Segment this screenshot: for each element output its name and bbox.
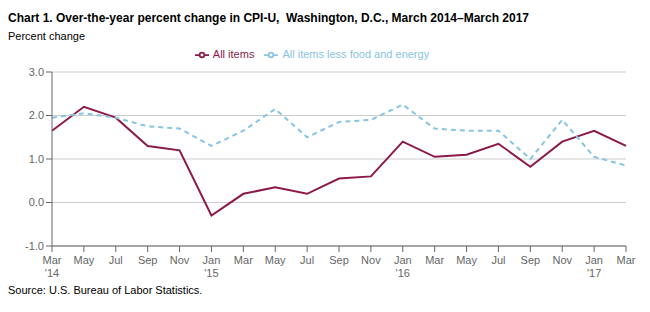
svg-text:May: May: [265, 254, 286, 266]
svg-text:Jan'17: Jan'17: [585, 254, 603, 279]
svg-text:Jan'15: Jan'15: [203, 254, 221, 279]
svg-text:Sep: Sep: [329, 254, 349, 266]
svg-text:Jan'16: Jan'16: [394, 254, 412, 279]
svg-text:Mar: Mar: [617, 254, 636, 266]
svg-text:Sep: Sep: [521, 254, 541, 266]
html-text:Chart 1. Over-the-year percent: Chart 1. Over-the-year percent change in…: [8, 11, 529, 25]
svg-text:Jul: Jul: [491, 254, 505, 266]
svg-text:May: May: [73, 254, 94, 266]
svg-text:Jul: Jul: [300, 254, 314, 266]
svg-text:Mar: Mar: [234, 254, 253, 266]
svg-text:3.0: 3.0: [29, 66, 44, 78]
svg-text:1.0: 1.0: [29, 153, 44, 165]
svg-text:0.0: 0.0: [29, 196, 44, 208]
html-text:All items less food and energy: All items less food and energy: [282, 48, 430, 60]
html-text:Percent change: Percent change: [8, 30, 86, 42]
svg-text:Nov: Nov: [552, 254, 572, 266]
html-text:Source: U.S. Bureau of Labor S: Source: U.S. Bureau of Labor Statistics.: [8, 284, 203, 296]
svg-text:-1.0: -1.0: [25, 240, 44, 252]
html-text:All items: All items: [212, 48, 255, 60]
svg-text:Sep: Sep: [138, 254, 158, 266]
svg-text:Mar'14: Mar'14: [43, 254, 62, 279]
svg-text:Nov: Nov: [361, 254, 381, 266]
svg-text:Mar: Mar: [425, 254, 444, 266]
svg-text:Nov: Nov: [170, 254, 190, 266]
svg-text:Jul: Jul: [109, 254, 123, 266]
svg-text:2.0: 2.0: [29, 109, 44, 121]
svg-text:May: May: [456, 254, 477, 266]
